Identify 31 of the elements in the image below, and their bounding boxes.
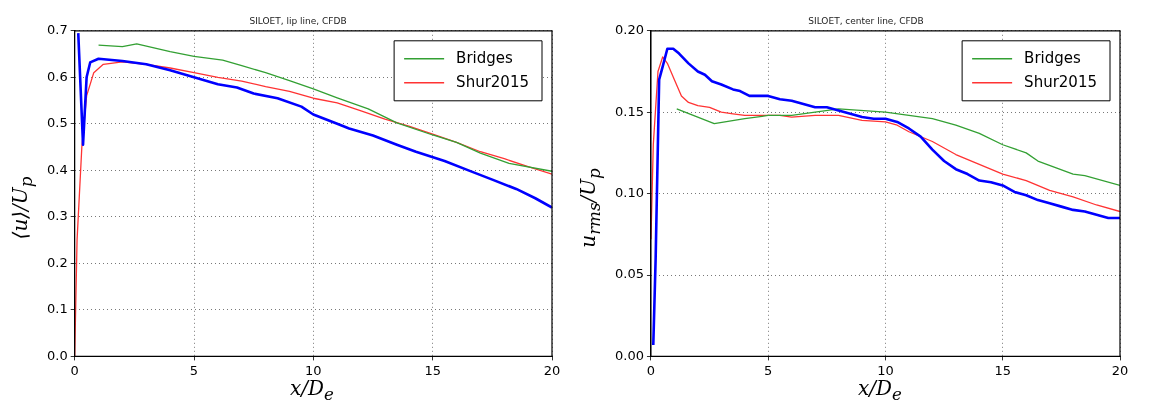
- x-tick-label: 0: [70, 362, 79, 378]
- legend-label: Bridges: [456, 48, 514, 67]
- y-tick-label: 0.10: [614, 184, 644, 200]
- x-tick-label: 5: [764, 362, 773, 378]
- x-axis-title: x/D$_{e}$: [290, 376, 334, 404]
- y-tick-label: 0.6: [46, 68, 68, 84]
- y-tick-label: 0.3: [46, 208, 68, 224]
- legend-label: Bridges: [1024, 48, 1082, 67]
- y-tick-label: 0.7: [46, 22, 68, 38]
- y-tick-label: 0.1: [46, 301, 68, 317]
- legend-label: Shur2015: [456, 72, 530, 91]
- chart-title: SILOET, lip line, CFDB: [249, 15, 347, 26]
- x-tick-label: 15: [424, 362, 441, 378]
- x-tick-label: 10: [305, 362, 322, 378]
- x-tick-label: 5: [189, 362, 199, 378]
- x-tick-label: 20: [1111, 362, 1129, 378]
- x-axis-title: x/D$_{e}$: [858, 376, 902, 404]
- x-tick-label: 0: [646, 362, 656, 378]
- x-tick-label: 10: [877, 362, 894, 378]
- y-tick-label: 0.4: [46, 161, 68, 177]
- y-tick-label: 0.20: [614, 22, 644, 38]
- y-tick-label: 0.00: [614, 347, 644, 363]
- y-tick-label: 0.05: [614, 266, 644, 282]
- x-tick-label: 15: [994, 362, 1012, 378]
- y-tick-label: 0.15: [614, 103, 644, 119]
- chart-title: SILOET, center line, CFDB: [808, 15, 924, 26]
- y-tick-label: 0.2: [46, 254, 68, 270]
- legend-label: Shur2015: [1024, 72, 1098, 91]
- y-tick-label: 0.5: [46, 115, 68, 131]
- y-tick-label: 0.0: [46, 347, 68, 363]
- x-tick-label: 20: [543, 362, 561, 378]
